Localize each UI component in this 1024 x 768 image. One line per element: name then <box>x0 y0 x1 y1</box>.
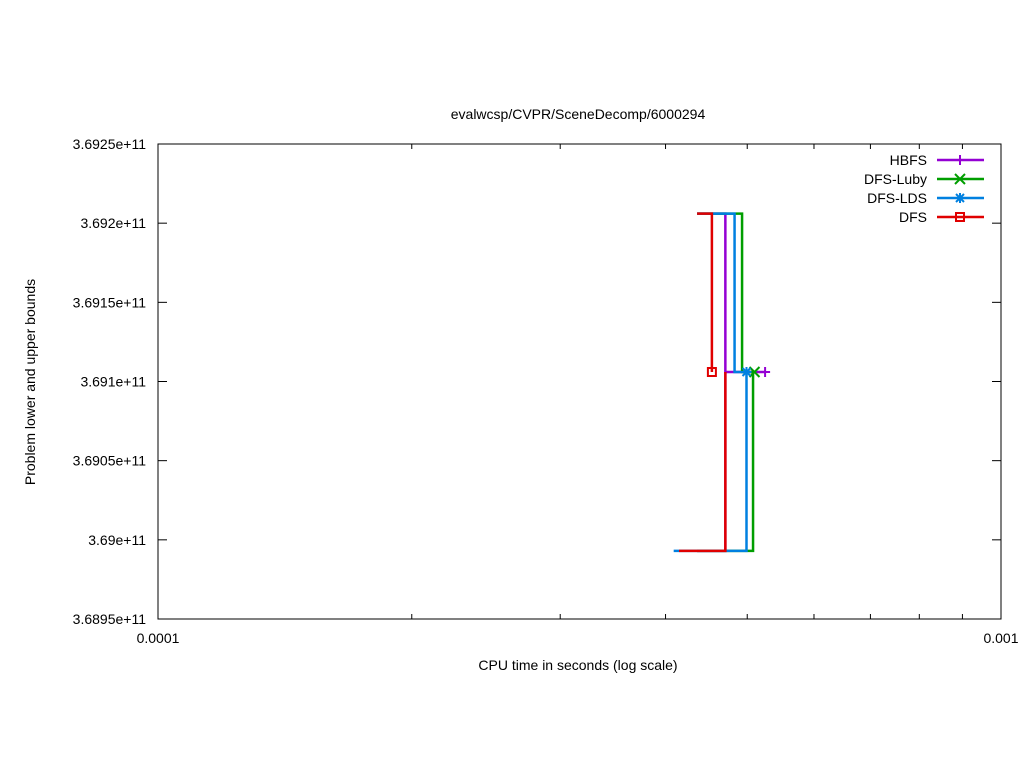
legend-label: HBFS <box>890 152 927 168</box>
legend-marker <box>954 173 966 185</box>
y-tick-label: 3.6925e+11 <box>73 136 147 152</box>
series-dfs-lds-final-marker <box>741 367 752 377</box>
legend-marker <box>955 212 965 222</box>
series-dfs-upper-bound <box>697 212 714 372</box>
y-axis-label: Problem lower and upper bounds <box>22 279 38 485</box>
y-tick-label: 3.692e+11 <box>80 215 146 231</box>
y-tick-label: 3.69e+11 <box>88 532 146 548</box>
x-tick-label: 0.001 <box>983 630 1018 646</box>
series-dfs-lds-upper-bound <box>697 212 747 374</box>
series-hbfs-final-marker <box>760 367 771 377</box>
legend-marker <box>955 155 965 165</box>
x-axis-label: CPU time in seconds (log scale) <box>478 657 677 673</box>
legend-marker <box>955 193 965 203</box>
y-tick-label: 3.6895e+11 <box>73 611 147 627</box>
y-tick-label: 3.691e+11 <box>80 374 146 390</box>
chart-title: evalwcsp/CVPR/SceneDecomp/6000294 <box>451 106 706 122</box>
y-tick-label: 3.6915e+11 <box>73 294 147 310</box>
series-dfs-lower-bound <box>679 372 727 553</box>
x-tick-label: 0.0001 <box>137 630 180 646</box>
y-tick-label: 3.6905e+11 <box>73 453 147 469</box>
legend-label: DFS-LDS <box>867 190 927 206</box>
legend-label: DFS-Luby <box>864 171 927 187</box>
series-dfs-final-marker <box>706 367 717 377</box>
plot-frame <box>157 143 1002 620</box>
legend-label: DFS <box>899 209 927 225</box>
